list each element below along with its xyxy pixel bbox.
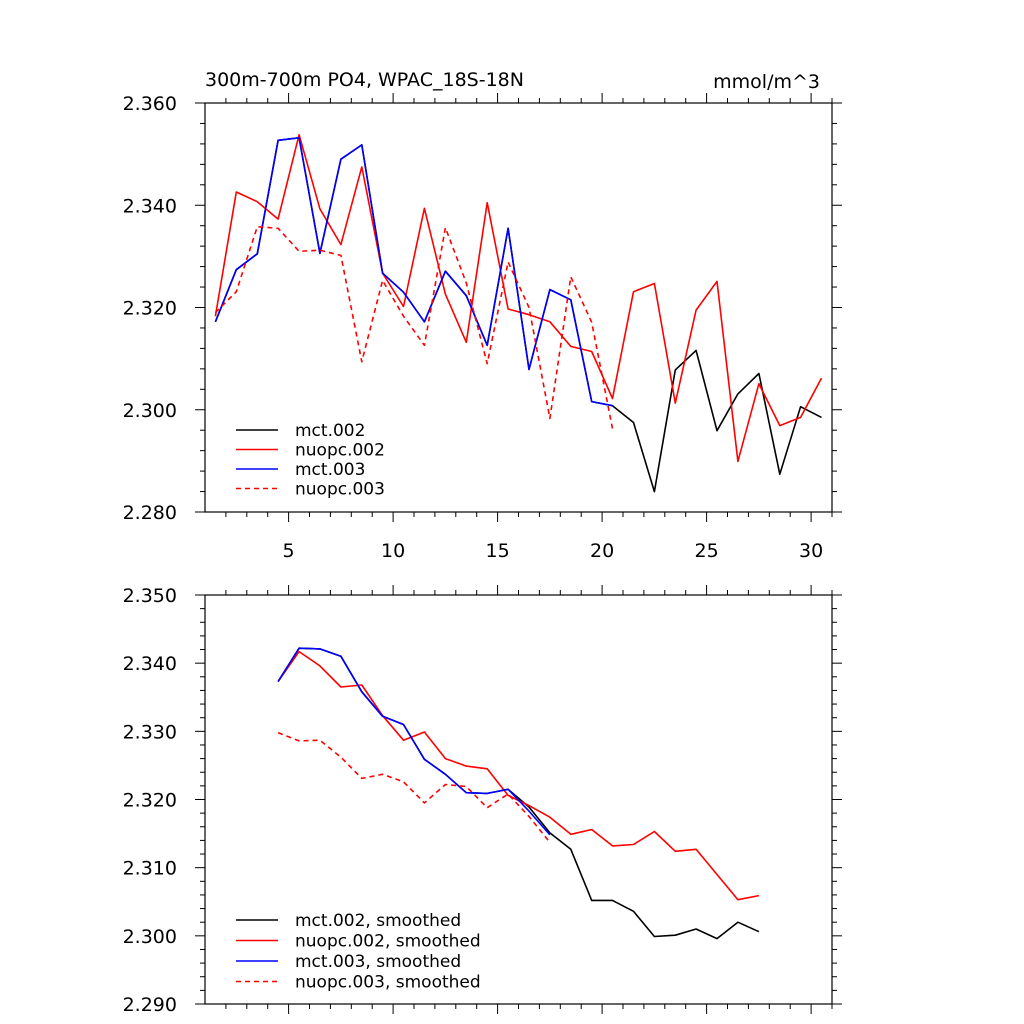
- top-plot-frame: [204, 102, 833, 513]
- legend-label-nuopc-002-smoothed: nuopc.002, smoothed: [295, 932, 481, 952]
- series-line-nuopc-003: [214, 225, 614, 429]
- x-tick-label: 20: [590, 540, 614, 562]
- y-tick-label: 2.320: [123, 298, 177, 320]
- series-line-nuopc-002: [214, 133, 823, 463]
- legend-label-mct-003-smoothed: mct.003, smoothed: [295, 952, 461, 972]
- series-line-mct-002-smoothed: [277, 647, 760, 940]
- legend-label-nuopc-003: nuopc.003: [295, 480, 385, 500]
- y-tick-label: 2.300: [123, 400, 177, 422]
- units-label: mmol/m^3: [713, 71, 820, 93]
- bottom-panel-smoothed: 2.290 2.300 2.310 2.320 2.330 2.340 2.350 mct.…: [123, 585, 842, 1016]
- legend-label-nuopc-002: nuopc.002: [295, 441, 385, 461]
- legend-label-mct-002-smoothed: mct.002, smoothed: [295, 911, 461, 931]
- y-tick-label: 2.330: [123, 721, 177, 743]
- x-tick-label: 30: [799, 540, 823, 562]
- y-tick-label: 2.340: [123, 653, 177, 675]
- y-tick-label: 2.350: [123, 585, 177, 607]
- x-tick-label: 25: [695, 540, 719, 562]
- top-tick-labels: 5 10 15 20 25 30 2.280 2.300 2.320 2.340 2.360: [123, 93, 824, 562]
- legend-label-mct-002: mct.002: [295, 421, 365, 441]
- y-tick-label: 2.340: [123, 195, 177, 217]
- series-line-nuopc-003-smoothed: [277, 731, 551, 843]
- top-axis-ticks: [195, 93, 842, 522]
- y-tick-label: 2.320: [123, 790, 177, 812]
- bottom-series-lines: [277, 647, 760, 940]
- top-series-lines: [214, 133, 823, 493]
- x-tick-label: 10: [381, 540, 405, 562]
- bottom-plot-frame: [204, 594, 833, 1005]
- series-line-mct-003: [214, 137, 613, 407]
- x-tick-label: 15: [486, 540, 510, 562]
- y-tick-label: 2.360: [123, 93, 177, 115]
- top-panel-timeseries: 300m-700m PO4, WPAC_18S-18N mmol/m^3 5 10…: [123, 69, 842, 562]
- bottom-tick-labels: 2.290 2.300 2.310 2.320 2.330 2.340 2.350: [123, 585, 177, 1016]
- series-line-nuopc-002-smoothed: [277, 650, 760, 901]
- y-tick-label: 2.300: [123, 926, 177, 948]
- legend-label-nuopc-003-smoothed: nuopc.003, smoothed: [295, 973, 481, 993]
- y-tick-label: 2.290: [123, 994, 177, 1016]
- legend-label-mct-003: mct.003: [295, 460, 365, 480]
- y-tick-label: 2.310: [123, 858, 177, 880]
- x-tick-label: 5: [283, 540, 295, 562]
- y-tick-label: 2.280: [123, 502, 177, 524]
- series-line-mct-003-smoothed: [277, 647, 551, 836]
- bottom-axis-ticks: [195, 585, 842, 1014]
- chart-title: 300m-700m PO4, WPAC_18S-18N: [205, 69, 524, 91]
